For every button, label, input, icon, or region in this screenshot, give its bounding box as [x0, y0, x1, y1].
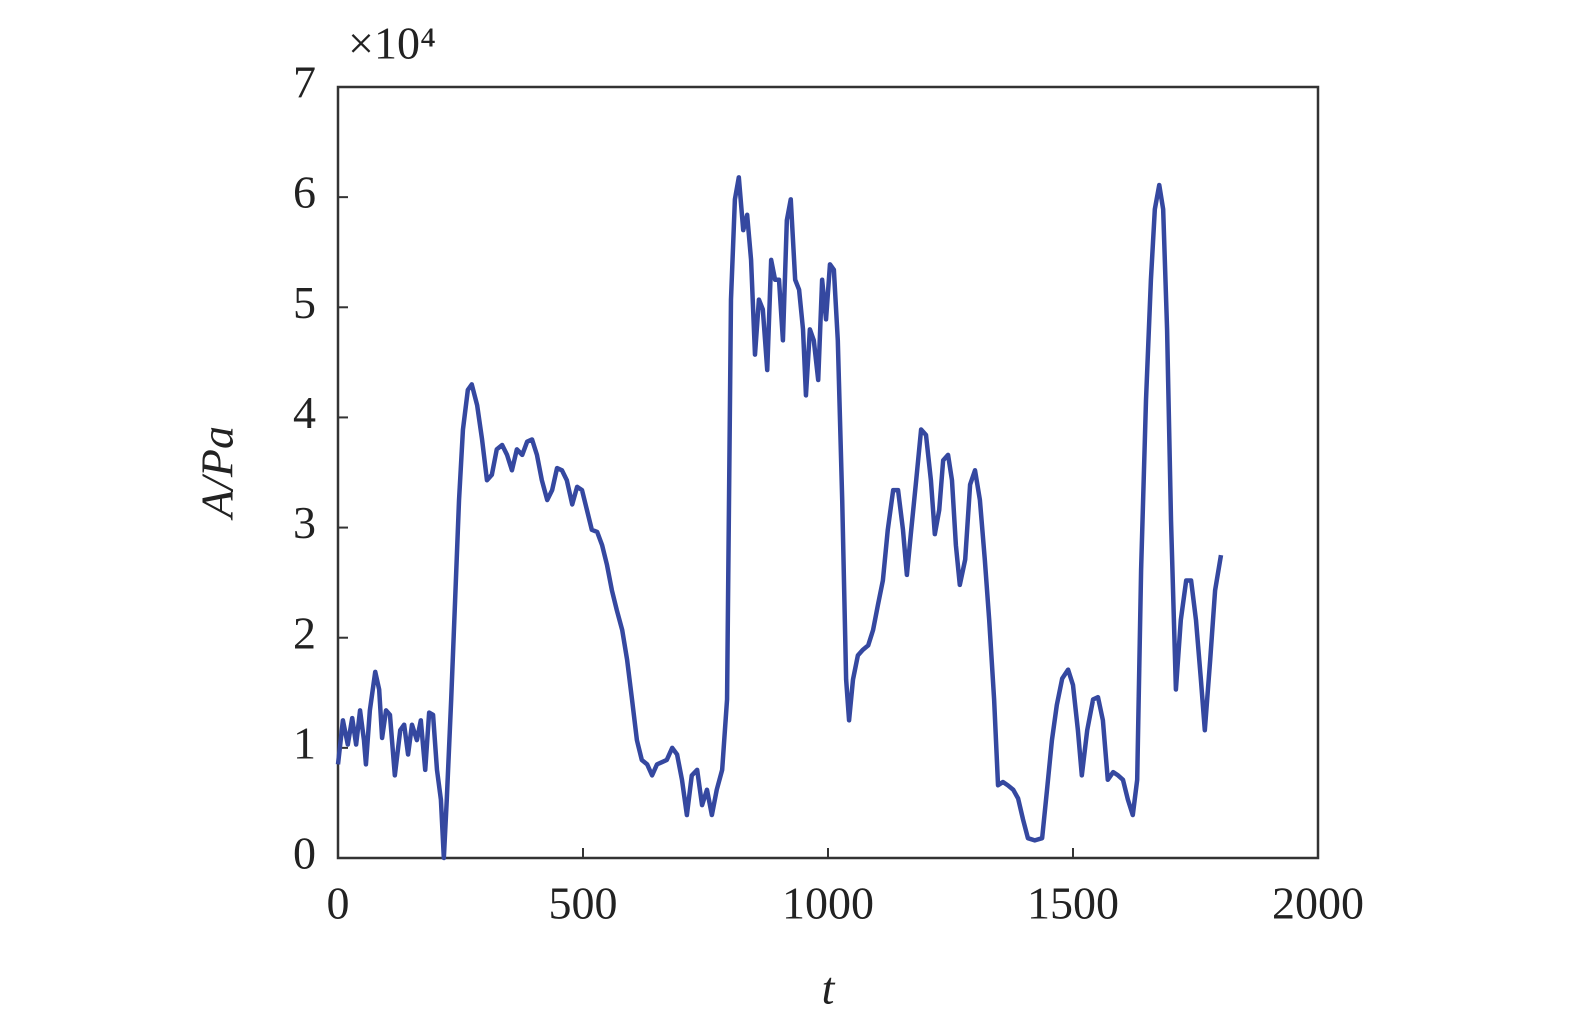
x-tick-label: 1500 — [1027, 878, 1119, 929]
axis-multiplier: ×10⁴ — [348, 18, 436, 69]
y-tick-label: 3 — [293, 497, 316, 548]
y-tick-label: 7 — [293, 57, 316, 108]
data-line — [335, 175, 1224, 861]
y-tick-label: 2 — [293, 607, 316, 658]
y-tick-label: 4 — [293, 387, 316, 438]
y-axis-label: A/Pa — [192, 426, 243, 521]
y-tick-label: 6 — [293, 167, 316, 218]
x-tick-label: 0 — [327, 878, 350, 929]
x-tick-label: 1000 — [782, 878, 874, 929]
y-tick-label: 5 — [293, 277, 316, 328]
x-tick-label: 500 — [549, 878, 618, 929]
x-axis-label: t — [822, 963, 836, 1014]
y-tick-label: 0 — [293, 828, 316, 879]
x-tick-label: 2000 — [1272, 878, 1364, 929]
y-tick-label: 1 — [293, 717, 316, 768]
